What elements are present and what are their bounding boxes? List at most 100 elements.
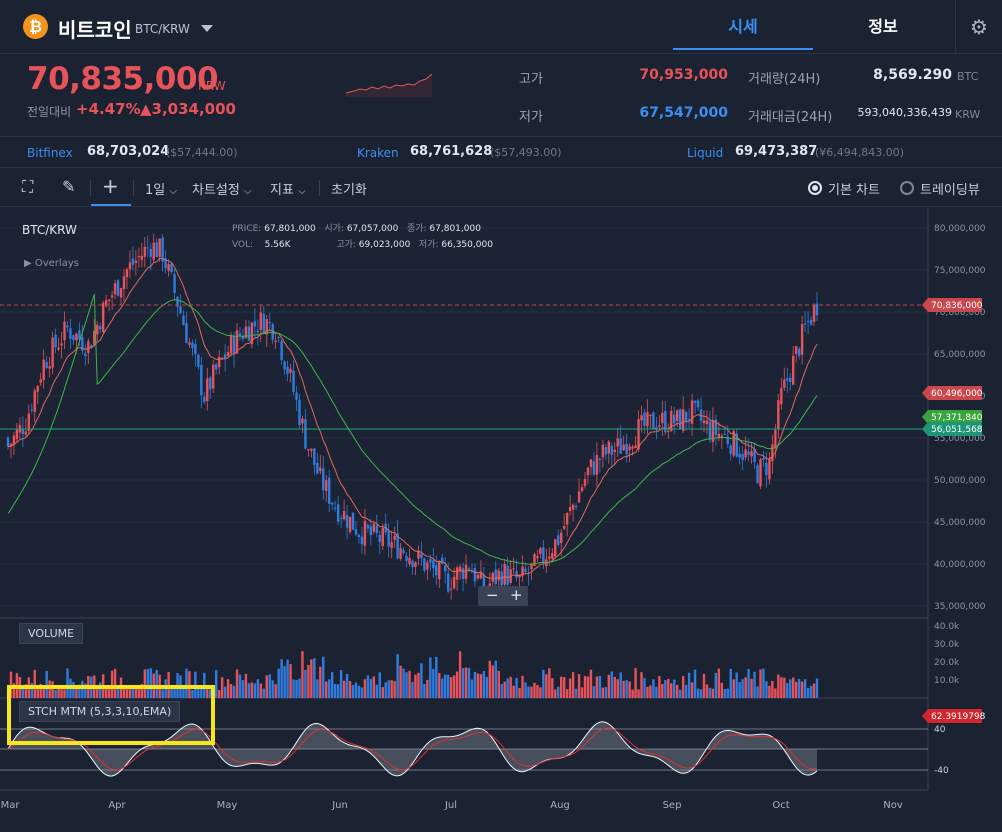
chart-settings-dropdown[interactable]: 차트설정 ⌵: [192, 179, 252, 198]
candle-body: [203, 396, 206, 403]
volume-bar: [444, 674, 447, 698]
coin-name[interactable]: 비트코인: [58, 18, 132, 42]
volume-bar: [250, 682, 254, 698]
volume-bar: [333, 684, 337, 698]
exchange-price: 69,473,387: [735, 144, 818, 159]
candle-body: [176, 296, 179, 307]
volume-bar: [774, 688, 777, 698]
candle-body: [268, 321, 271, 323]
candle-body: [467, 568, 471, 570]
candle-body: [592, 461, 596, 475]
volume-bar: [565, 689, 569, 698]
volume-bar: [580, 687, 584, 698]
stoch-pane-button[interactable]: STCH MTM (5,3,3,10,EMA): [19, 701, 181, 722]
volume-bar: [446, 674, 450, 698]
candle-body: [557, 535, 560, 545]
pencil-icon[interactable]: ✎: [62, 177, 76, 196]
ma-long-tag: 57,371,840: [931, 413, 983, 423]
candle-body: [33, 390, 36, 412]
volume-bar: [676, 684, 679, 698]
volume-pane-button[interactable]: VOLUME: [19, 623, 84, 644]
fullscreen-icon[interactable]: ⛶: [22, 177, 34, 196]
volume-bar: [574, 688, 578, 698]
volume-bar: [539, 687, 542, 698]
candle-body: [42, 359, 45, 381]
candle-body: [229, 335, 233, 354]
header: ₿ 비트코인 BTC/KRW 시세 정보 ⚙: [0, 0, 1002, 54]
tab-price[interactable]: 시세: [673, 0, 813, 50]
stoch-axis-label: 40: [934, 725, 946, 735]
candle-body: [720, 435, 724, 438]
volume-bar: [238, 674, 242, 698]
volume-bar: [741, 679, 744, 698]
candle-body: [408, 557, 411, 565]
chart-canvas[interactable]: 80,000,000 75,000,000 70,000,000 65,000,000…: [0, 208, 1002, 832]
candle-body: [560, 532, 563, 544]
chevron-down-icon: ⌵: [169, 186, 177, 197]
candle-body: [705, 420, 709, 424]
month-label: Sep: [663, 800, 682, 811]
overlays-toggle[interactable]: ▶ Overlays: [24, 258, 79, 269]
close-label: 종가:: [406, 224, 427, 234]
basic-chart-label[interactable]: 기본 차트: [828, 183, 880, 198]
tradingview-radio[interactable]: [900, 181, 914, 195]
candle-body: [387, 530, 390, 547]
candle-body: [598, 458, 602, 461]
candle-body: [673, 414, 676, 424]
highlight-box: [7, 685, 215, 745]
volume-bar: [345, 674, 349, 698]
volume-bar: [768, 685, 771, 698]
divider: [90, 180, 91, 196]
candle-body: [289, 368, 292, 373]
volume-bar: [803, 679, 807, 698]
zoom-in-button[interactable]: +: [510, 586, 523, 604]
exchange-price: 68,761,628: [410, 144, 493, 159]
volume-bar: [259, 683, 263, 698]
volume-bar: [408, 670, 411, 698]
candle-body: [354, 529, 358, 535]
volume-bar: [452, 675, 456, 698]
candle-body: [411, 560, 414, 568]
candle-body: [729, 445, 732, 454]
volume-bar: [655, 686, 658, 698]
volume-bar: [797, 678, 801, 698]
zoom-out-button[interactable]: −: [486, 586, 499, 604]
volume-bar: [548, 668, 551, 698]
tradingview-label[interactable]: 트레이딩뷰: [920, 183, 980, 198]
candle-body: [99, 325, 102, 330]
price-chart[interactable]: 80,000,000 75,000,000 70,000,000 65,000,000…: [0, 208, 1002, 832]
candle-body: [30, 409, 33, 411]
candle-body: [101, 302, 105, 333]
high-label: 고가: [519, 72, 543, 87]
interval-dropdown[interactable]: 1일 ⌵: [145, 179, 177, 198]
candle-body: [664, 410, 667, 433]
candle-body: [670, 410, 673, 431]
coin-pair[interactable]: BTC/KRW: [135, 22, 190, 36]
candle-body: [280, 341, 283, 361]
volume-bar: [429, 657, 432, 698]
candle-body: [678, 409, 682, 429]
gear-icon[interactable]: ⚙: [955, 0, 1002, 54]
volume-bar: [607, 674, 611, 698]
candle-body: [250, 322, 254, 345]
volume-bar: [708, 687, 712, 698]
tab-info[interactable]: 정보: [868, 17, 898, 36]
volume-bar: [687, 672, 691, 698]
candle-body: [313, 448, 316, 465]
chevron-down-icon[interactable]: [201, 25, 213, 32]
indicators-dropdown[interactable]: 지표 ⌵: [270, 179, 306, 198]
candle-body: [214, 364, 218, 370]
candle-body: [455, 567, 459, 580]
hline-tag: 56,051,568: [931, 425, 983, 435]
candle-body: [607, 441, 611, 454]
candle-body: [164, 258, 167, 269]
candle-body: [63, 321, 66, 341]
candle-body: [568, 507, 572, 512]
volume-bar: [771, 680, 774, 698]
volume-bar: [780, 677, 783, 698]
volume-bar: [435, 656, 438, 698]
basic-chart-radio[interactable]: [808, 181, 822, 195]
volume-bar: [500, 683, 503, 698]
crosshair-icon[interactable]: +: [102, 174, 119, 198]
reset-button[interactable]: 초기화: [331, 183, 367, 198]
